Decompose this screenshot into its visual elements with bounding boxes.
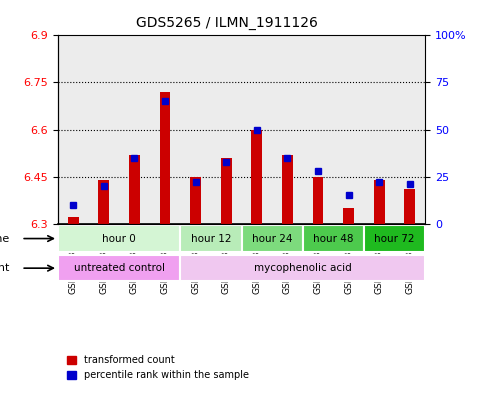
Bar [99,180,109,224]
Bar [150,35,180,224]
Bar [282,155,293,224]
Bar [374,180,384,224]
Bar [119,35,150,224]
Bar [395,35,425,224]
Bar [313,177,323,224]
Bar [333,35,364,224]
Bar [303,35,333,224]
Bar [129,155,140,224]
Text: hour 48: hour 48 [313,233,354,244]
Text: agent: agent [0,263,10,273]
Legend: transformed count, percentile rank within the sample: transformed count, percentile rank withi… [63,352,253,384]
Text: hour 12: hour 12 [191,233,231,244]
Bar [221,158,231,224]
Bar [88,35,119,224]
Bar [343,208,354,224]
Bar [272,35,303,224]
Bar [190,177,201,224]
FancyBboxPatch shape [364,225,425,252]
FancyBboxPatch shape [303,225,364,252]
Bar [58,35,88,224]
FancyBboxPatch shape [242,225,303,252]
Text: mycophenolic acid: mycophenolic acid [254,263,352,273]
Bar [364,35,395,224]
Bar [180,35,211,224]
Text: hour 24: hour 24 [252,233,292,244]
Text: untreated control: untreated control [73,263,165,273]
FancyBboxPatch shape [58,255,180,281]
Text: hour 72: hour 72 [374,233,415,244]
FancyBboxPatch shape [58,225,180,252]
Text: time: time [0,233,10,244]
FancyBboxPatch shape [180,225,242,252]
FancyBboxPatch shape [180,255,425,281]
Text: hour 0: hour 0 [102,233,136,244]
Bar [211,35,242,224]
Text: GDS5265 / ILMN_1911126: GDS5265 / ILMN_1911126 [136,16,318,30]
Bar [68,217,79,224]
Bar [242,35,272,224]
Bar [252,130,262,224]
Bar [404,189,415,224]
Bar [160,92,170,224]
